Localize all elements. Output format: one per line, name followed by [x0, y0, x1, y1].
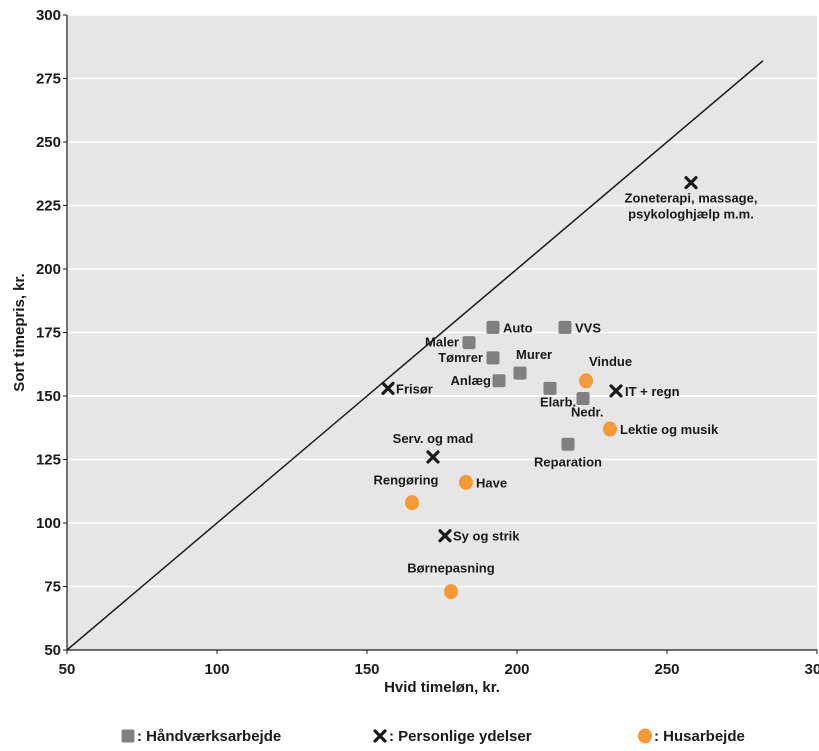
square-marker [543, 381, 557, 395]
y-tick-label: 275 [36, 71, 61, 88]
point-label: Auto [503, 320, 533, 335]
point-label: Zoneterapi, massage, [625, 191, 758, 206]
point-label: Rengøring [374, 473, 439, 488]
cross-marker [381, 381, 395, 395]
square-marker [558, 320, 572, 334]
square-marker [492, 374, 506, 388]
x-tick-label: 100 [204, 661, 229, 678]
x-tick-label: 200 [504, 661, 529, 678]
point-label: IT + regn [625, 384, 680, 399]
point-label: Frisør [396, 381, 433, 396]
cross-marker [438, 529, 452, 543]
cross-marker [684, 176, 698, 190]
point-label: Elarb. [540, 394, 576, 409]
point-label: Nedr. [571, 405, 604, 420]
y-tick-label: 125 [36, 452, 61, 469]
legend-label: : Håndværksarbejde [137, 728, 281, 745]
point-label: Vindue [589, 354, 632, 369]
point-label: VVS [575, 320, 601, 335]
gridlines [67, 14, 817, 588]
square-marker [576, 392, 590, 406]
point-label: psykologhjælp m.m. [628, 207, 754, 222]
legend: : Håndværksarbejde : Personlige ydelser : … [121, 728, 745, 745]
square-marker [513, 366, 527, 380]
x-tick-label: 300 [804, 661, 819, 678]
square-marker [462, 336, 476, 350]
square-marker [561, 437, 575, 451]
circle-marker [405, 495, 419, 511]
legend-cross-marker [373, 729, 387, 743]
circle-marker [444, 584, 458, 600]
point-label: Have [476, 475, 507, 490]
legend-label: : Personlige ydelser [389, 728, 532, 745]
y-tick-label: 225 [36, 198, 61, 215]
point-label: Maler [425, 335, 459, 350]
x-axis-label: Hvid timeløn, kr. [384, 679, 500, 696]
point-label: Sy og strik [453, 529, 520, 544]
y-tick-label: 250 [36, 134, 61, 151]
y-axis-label: Sort timepris, kr. [11, 273, 28, 391]
point-label: Murer [516, 347, 552, 362]
x-tick-label: 50 [59, 661, 76, 678]
y-tick-label: 50 [44, 642, 61, 659]
point-label: Reparation [534, 454, 602, 469]
cross-marker [609, 384, 623, 398]
y-tick-label: 75 [44, 579, 61, 596]
point-label: Anlæg [451, 373, 492, 388]
circle-marker [603, 421, 617, 437]
y-tick-label: 175 [36, 325, 61, 342]
point-label: Lektie og musik [620, 422, 719, 437]
square-marker [486, 351, 500, 365]
data-points [381, 176, 698, 600]
legend-square-marker [121, 729, 135, 743]
legend-circle-marker [638, 728, 652, 744]
point-label: Børnepasning [407, 561, 494, 576]
point-label: Serv. og mad [393, 431, 474, 446]
square-marker [486, 320, 500, 334]
y-tick-label: 100 [36, 515, 61, 532]
axes: 50 75 100 125 150 175 200 225 250 275 300 50 100 150 2… [36, 7, 819, 678]
y-tick-label: 200 [36, 261, 61, 278]
cross-marker [426, 450, 440, 464]
y-tick-label: 150 [36, 388, 61, 405]
y-tick-label: 300 [36, 7, 61, 24]
circle-marker [579, 373, 593, 389]
x-tick-label: 150 [354, 661, 379, 678]
point-label: Tømrer [438, 350, 483, 365]
circle-marker [459, 474, 473, 490]
x-tick-label: 250 [654, 661, 679, 678]
legend-label: : Husarbejde [654, 728, 745, 745]
reference-diagonal-line [66, 60, 764, 651]
